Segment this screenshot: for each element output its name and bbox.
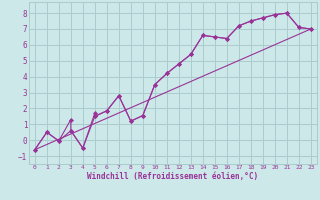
X-axis label: Windchill (Refroidissement éolien,°C): Windchill (Refroidissement éolien,°C) bbox=[87, 172, 258, 181]
